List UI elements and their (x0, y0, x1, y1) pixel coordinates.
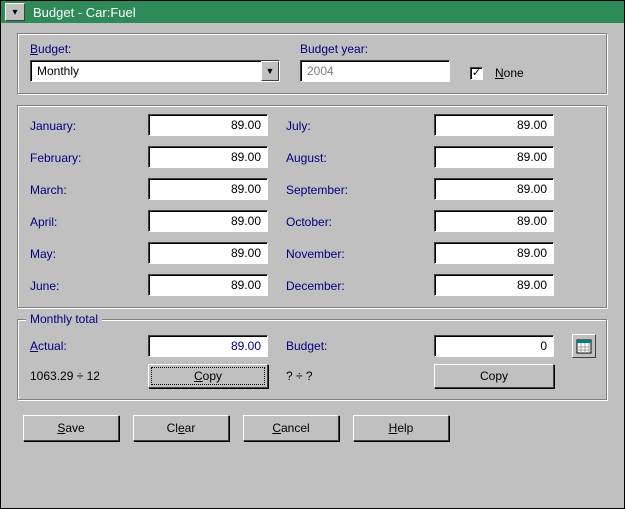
actual-calc: 1063.29 ÷ 12 (30, 369, 130, 383)
month-field-may[interactable]: 89.00 (148, 242, 268, 264)
month-label: October: (286, 213, 416, 229)
month-label: December: (286, 277, 416, 293)
none-label: None (495, 66, 524, 80)
month-field-october[interactable]: 89.00 (434, 210, 554, 232)
budget-dropdown-value: Monthly (31, 61, 261, 81)
budget-calc: ? ÷ ? (286, 369, 416, 383)
clear-button[interactable]: Clear (133, 415, 229, 441)
month-field-april[interactable]: 89.00 (148, 210, 268, 232)
calendar-button[interactable] (572, 334, 596, 358)
help-button[interactable]: Help (353, 415, 449, 441)
monthly-total-group: Monthly total Actual: 89.00 Budget: 0 (17, 319, 608, 401)
month-label: April: (30, 213, 130, 229)
system-menu-icon[interactable]: ▾ (5, 3, 25, 21)
chevron-down-icon[interactable]: ▼ (261, 61, 279, 81)
none-checkbox[interactable]: ✓ (470, 67, 483, 80)
budget-label: Budget: (30, 42, 280, 56)
month-field-december[interactable]: 89.00 (434, 274, 554, 296)
actual-label: Actual: (30, 339, 130, 353)
titlebar: ▾ Budget - Car:Fuel (1, 1, 624, 23)
calendar-icon (576, 338, 592, 354)
month-field-january[interactable]: 89.00 (148, 114, 268, 136)
monthly-total-legend: Monthly total (26, 312, 102, 326)
cancel-button[interactable]: Cancel (243, 415, 339, 441)
month-label: May: (30, 245, 130, 261)
save-button[interactable]: Save (23, 415, 119, 441)
action-buttons: Save Clear Cancel Help (17, 411, 608, 441)
budget-dropdown[interactable]: Monthly ▼ (30, 60, 280, 82)
copy-actual-button[interactable]: Copy (148, 364, 268, 388)
budget-settings-group: Budget: Monthly ▼ Budget year: 2004 ✓ No… (17, 33, 608, 95)
month-label: January: (30, 117, 130, 133)
actual-field[interactable]: 89.00 (148, 335, 268, 357)
month-label: March: (30, 181, 130, 197)
month-label: September: (286, 181, 416, 197)
month-label: November: (286, 245, 416, 261)
copy-budget-button[interactable]: Copy (434, 364, 554, 388)
month-field-november[interactable]: 89.00 (434, 242, 554, 264)
window-title: Budget - Car:Fuel (33, 5, 136, 20)
month-label: August: (286, 149, 416, 165)
month-field-june[interactable]: 89.00 (148, 274, 268, 296)
month-field-august[interactable]: 89.00 (434, 146, 554, 168)
client-area: Budget: Monthly ▼ Budget year: 2004 ✓ No… (1, 23, 624, 451)
budget-window: ▾ Budget - Car:Fuel Budget: Monthly ▼ Bu… (0, 0, 625, 509)
month-label: July: (286, 117, 416, 133)
month-field-february[interactable]: 89.00 (148, 146, 268, 168)
budget-total-label: Budget: (286, 339, 416, 353)
budget-year-label: Budget year: (300, 42, 450, 56)
month-field-july[interactable]: 89.00 (434, 114, 554, 136)
budget-total-field[interactable]: 0 (434, 335, 554, 357)
month-label: June: (30, 277, 130, 293)
budget-year-field: 2004 (300, 60, 450, 82)
month-field-march[interactable]: 89.00 (148, 178, 268, 200)
month-field-september[interactable]: 89.00 (434, 178, 554, 200)
months-grid: January: 89.00 July: 89.00 February: 89.… (30, 114, 595, 296)
month-label: February: (30, 149, 130, 165)
months-group: January: 89.00 July: 89.00 February: 89.… (17, 105, 608, 309)
